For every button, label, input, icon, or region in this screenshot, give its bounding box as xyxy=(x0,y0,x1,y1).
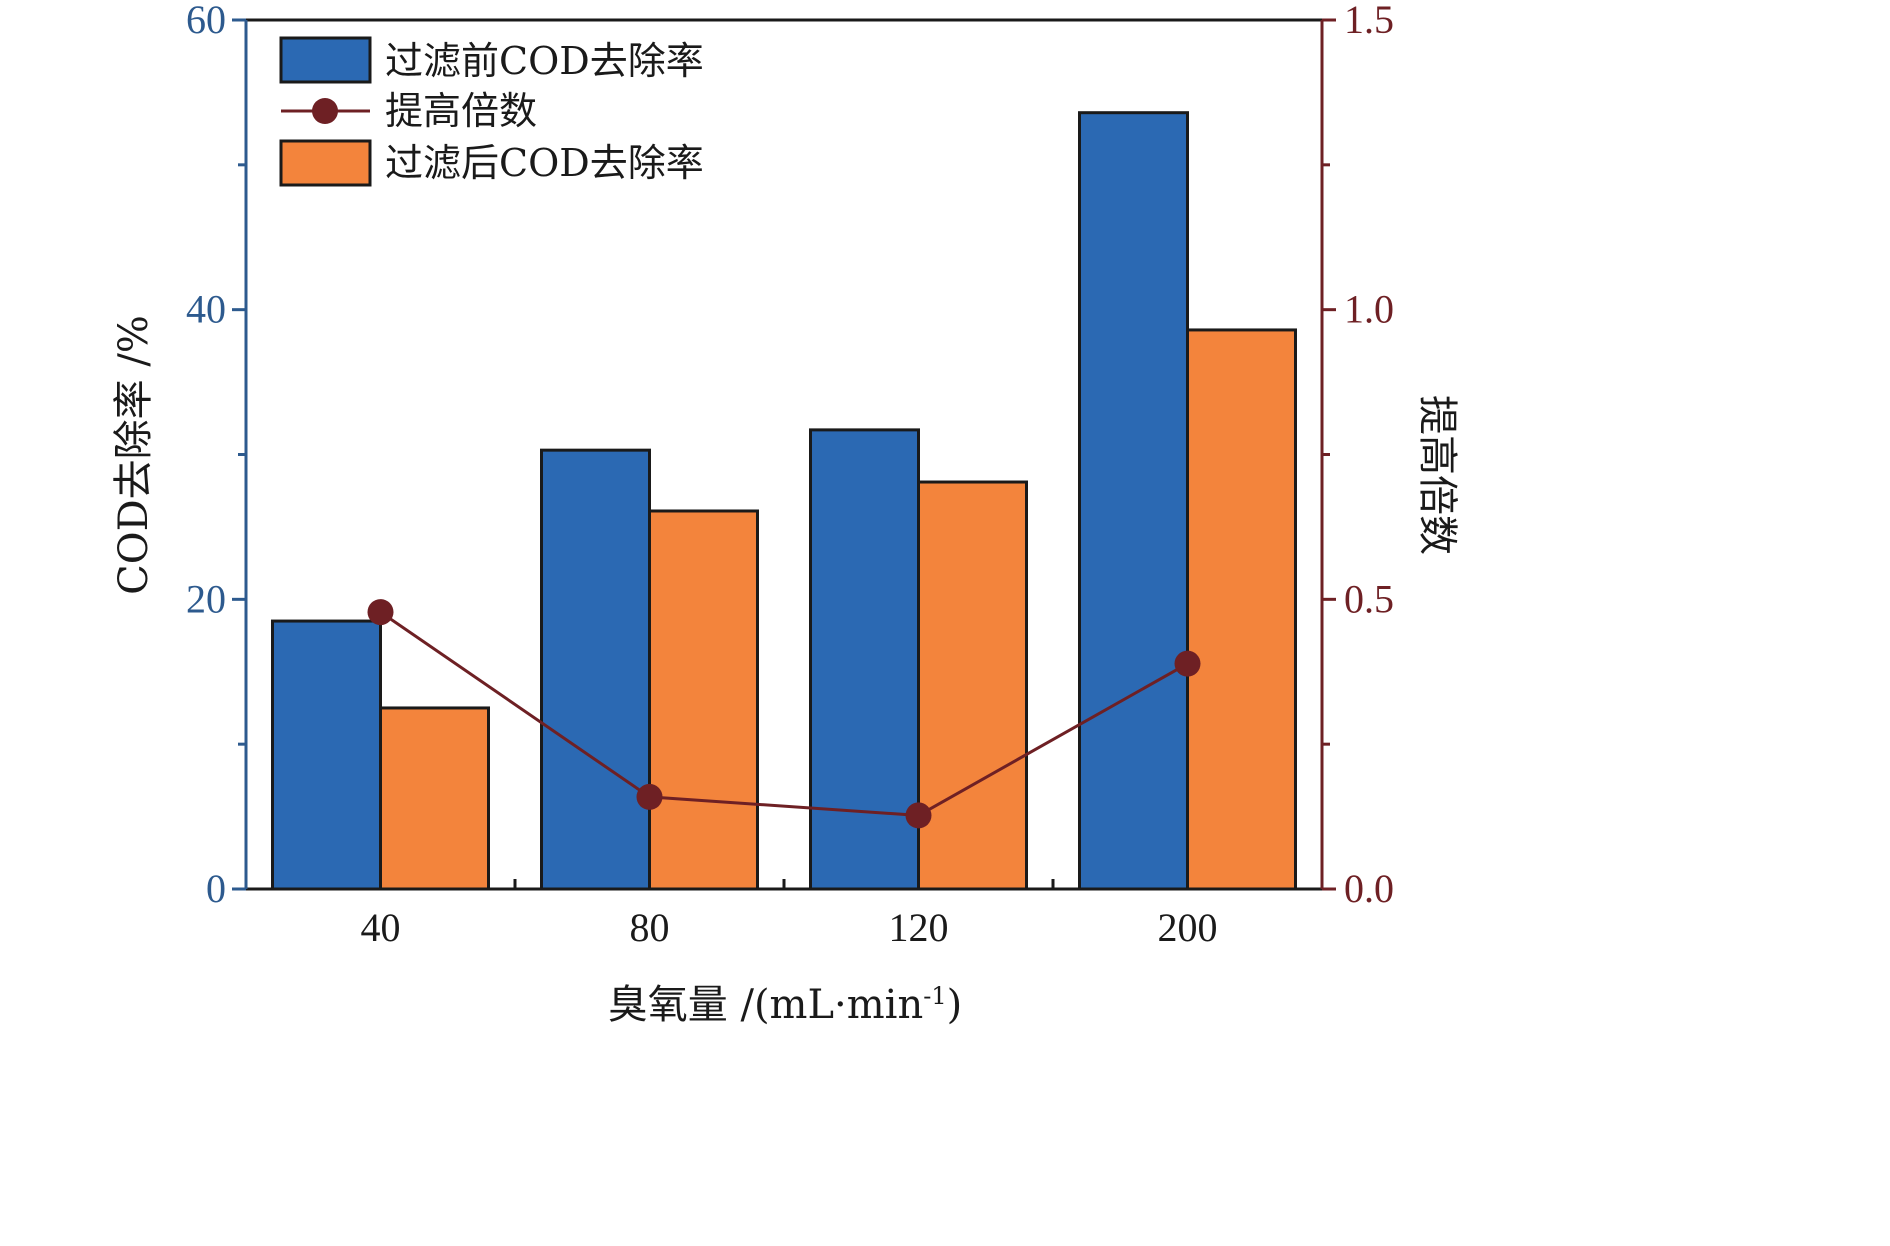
ratio-point-120 xyxy=(905,802,932,829)
axes-layer: 0 20 40 60 0.0 0.5 1.0 1.5 40 80 120 200 xyxy=(186,0,1394,950)
legend: 过滤前COD去除率 提高倍数 过滤后COD去除率 xyxy=(279,36,704,187)
x-tick-label-80: 80 xyxy=(630,905,670,950)
bar-before-filter-80 xyxy=(540,448,651,891)
bar-before-filter-40 xyxy=(271,619,382,891)
legend-swatch-after-filter xyxy=(279,139,372,187)
x-axis-title-close: ) xyxy=(947,982,963,1028)
bar-after-filter-80 xyxy=(648,509,759,891)
legend-label-ratio: 提高倍数 xyxy=(385,89,537,133)
x-tick-label-40: 40 xyxy=(361,905,401,950)
bar-before-filter-120 xyxy=(809,428,920,891)
y-tick-label-0: 0 xyxy=(206,866,226,911)
bars-layer xyxy=(271,111,1297,891)
y2-tick-label-1.0: 1.0 xyxy=(1344,287,1394,332)
y-axis-title: COD去除率 /% xyxy=(111,315,157,595)
legend-swatch-before-filter xyxy=(279,36,372,84)
ratio-point-40 xyxy=(367,599,394,626)
y2-tick-label-0.0: 0.0 xyxy=(1344,866,1394,911)
legend-label-after-filter: 过滤后COD去除率 xyxy=(385,141,704,185)
legend-swatch-marker xyxy=(312,98,338,124)
x-tick-label-200: 200 xyxy=(1158,905,1218,950)
x-axis-title-superscript: -1 xyxy=(923,982,946,1010)
y-tick-label-60: 60 xyxy=(186,0,226,42)
ratio-line xyxy=(379,610,1189,817)
x-tick-label-120: 120 xyxy=(889,905,949,950)
bar-after-filter-120 xyxy=(917,480,1028,891)
bar-before-filter-200 xyxy=(1078,111,1189,891)
y2-tick-label-1.5: 1.5 xyxy=(1344,0,1394,42)
bar-after-filter-200 xyxy=(1186,328,1297,891)
ratio-point-200 xyxy=(1174,650,1201,677)
y-tick-label-20: 20 xyxy=(186,576,226,621)
y-tick-label-40: 40 xyxy=(186,287,226,332)
legend-label-before-filter: 过滤前COD去除率 xyxy=(385,39,704,83)
y2-tick-label-0.5: 0.5 xyxy=(1344,576,1394,621)
line-series-layer xyxy=(367,599,1201,829)
x-axis-title-main: 臭氧量 /(mL·min xyxy=(608,982,924,1028)
y2-axis-title: 提高倍数 xyxy=(1414,395,1460,555)
x-axis-title: 臭氧量 /(mL·min-1) xyxy=(608,982,963,1028)
ratio-point-80 xyxy=(636,783,663,810)
bar-after-filter-40 xyxy=(379,706,490,891)
